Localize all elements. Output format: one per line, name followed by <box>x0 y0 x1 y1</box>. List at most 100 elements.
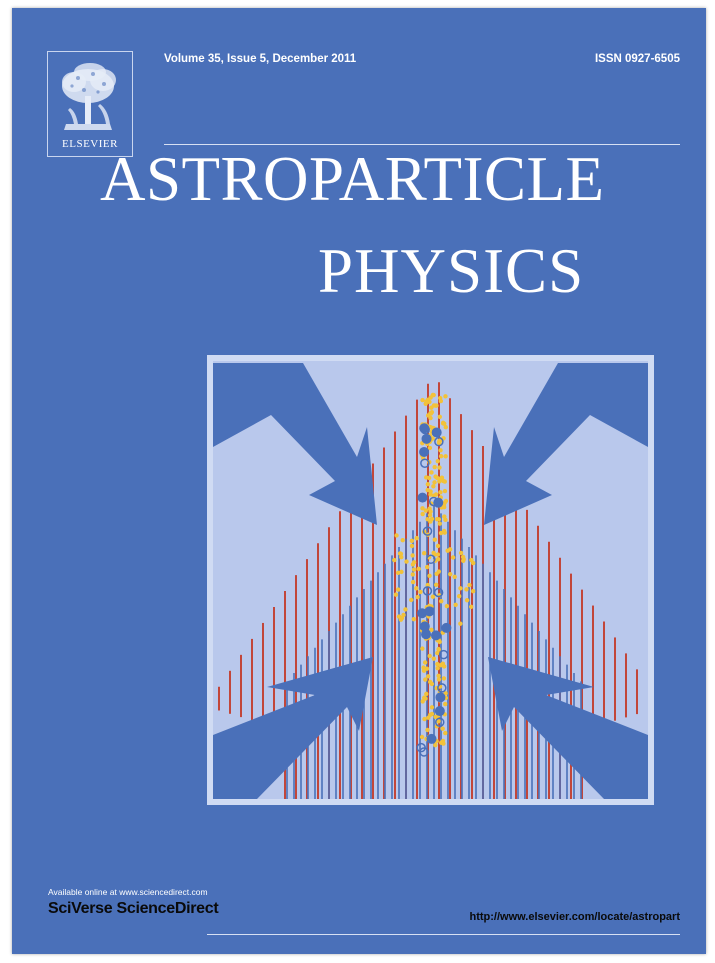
particle <box>436 673 441 679</box>
particle <box>425 517 430 522</box>
particle <box>434 706 445 717</box>
particle <box>430 594 436 599</box>
particle <box>425 727 430 733</box>
particle <box>425 674 431 679</box>
particle <box>431 484 436 489</box>
particle <box>435 666 440 671</box>
particle <box>437 465 442 470</box>
particle <box>400 538 405 543</box>
particle <box>399 554 404 560</box>
title-line-1: ASTROPARTICLE <box>100 144 605 214</box>
particle <box>394 533 399 538</box>
particle <box>470 589 476 594</box>
particle <box>419 446 430 457</box>
particle <box>425 482 431 487</box>
particle-shower-illustration <box>207 355 654 805</box>
particle <box>438 398 444 404</box>
particle <box>436 677 442 682</box>
particle <box>444 603 450 609</box>
particle <box>435 650 440 656</box>
particle <box>427 506 432 511</box>
particle <box>467 582 472 588</box>
particle <box>430 392 436 398</box>
particle <box>443 424 448 430</box>
arrow-top-left <box>213 363 377 525</box>
particle <box>443 517 448 523</box>
particle <box>435 692 446 703</box>
particle <box>420 506 425 511</box>
particle <box>436 517 442 522</box>
particle <box>458 621 463 626</box>
particle <box>424 475 429 480</box>
particle <box>422 526 433 536</box>
particle <box>409 597 414 603</box>
issue-info: Volume 35, Issue 5, December 2011 <box>164 53 357 65</box>
particle <box>393 592 399 597</box>
title-line-2: PHYSICS <box>318 236 585 306</box>
particle <box>437 414 442 420</box>
particle <box>431 427 442 438</box>
particle <box>424 691 429 697</box>
particle <box>434 436 444 447</box>
particle <box>433 474 438 479</box>
particle <box>421 433 432 444</box>
particle <box>410 579 416 585</box>
particle <box>443 730 448 736</box>
particle <box>415 594 420 600</box>
particle <box>429 470 434 475</box>
particle <box>458 586 463 591</box>
particle <box>438 448 443 453</box>
particle <box>461 558 466 563</box>
particle <box>420 397 425 403</box>
particle <box>435 552 441 557</box>
particle <box>410 553 415 558</box>
elsevier-logo: ELSEVIER <box>47 51 133 157</box>
particle <box>435 543 441 549</box>
particle <box>431 550 436 555</box>
particle <box>452 574 457 580</box>
particle <box>421 629 432 640</box>
particle <box>433 582 439 588</box>
particle <box>416 566 421 572</box>
particle <box>437 683 447 693</box>
particle <box>471 560 476 566</box>
particle <box>438 454 444 459</box>
elsevier-tree-icon <box>62 63 116 130</box>
particle <box>442 479 447 484</box>
arrow-top-right <box>484 363 648 525</box>
particle <box>428 492 433 497</box>
particle <box>443 701 448 707</box>
particle <box>427 653 432 659</box>
particle <box>443 498 449 504</box>
particle <box>468 604 474 609</box>
particle <box>421 551 427 556</box>
particle <box>436 440 442 445</box>
particle <box>464 598 470 603</box>
particle <box>464 587 469 592</box>
particle <box>440 661 446 666</box>
publisher-name: ELSEVIER <box>62 138 118 150</box>
particle <box>420 511 425 517</box>
particle <box>437 521 442 526</box>
particle <box>396 614 402 619</box>
particle <box>441 504 447 510</box>
particle <box>424 606 435 617</box>
particle <box>399 569 404 575</box>
particle <box>432 464 437 470</box>
particle <box>426 733 437 744</box>
journal-url[interactable]: http://www.elsevier.com/locate/astropart <box>469 911 681 923</box>
particle-cluster <box>392 392 476 757</box>
arrow-bottom-left <box>213 657 373 799</box>
particle <box>401 612 406 618</box>
particle <box>437 479 442 484</box>
particle <box>422 586 433 596</box>
particle <box>440 726 445 731</box>
particle <box>411 567 417 572</box>
particle <box>435 459 440 464</box>
bottom-rule <box>207 934 680 935</box>
particle <box>438 530 444 536</box>
particle <box>410 572 416 577</box>
particle <box>432 537 437 542</box>
particle <box>448 571 453 577</box>
particle <box>442 488 448 494</box>
